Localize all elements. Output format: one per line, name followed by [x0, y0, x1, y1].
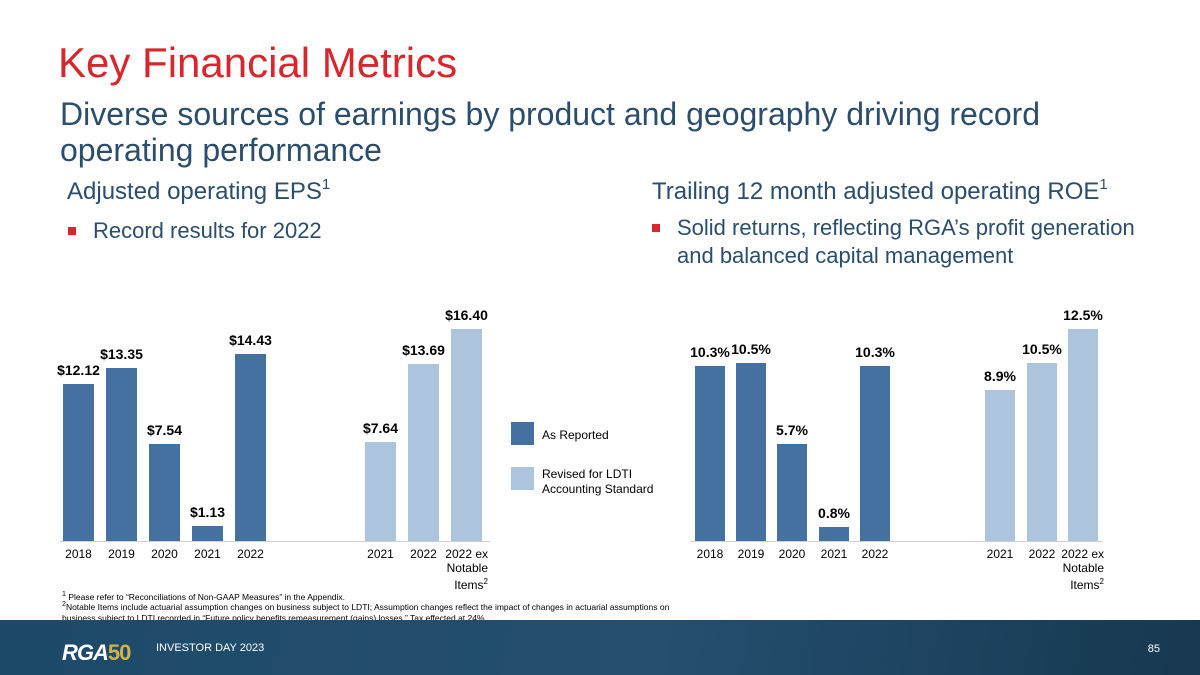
data-label: 12.5% [1063, 307, 1103, 323]
footnote-1: 1 Please refer to “Reconciliations of No… [62, 589, 345, 603]
data-label: 10.5% [1022, 340, 1062, 357]
footnote-number: 1 [62, 590, 66, 598]
data-label: 10.5% [731, 340, 771, 357]
category-label: 2021 [194, 547, 221, 561]
footnote-number: 2 [62, 600, 66, 608]
category-label: 2020 [778, 547, 806, 561]
category-label: 2021 [820, 547, 848, 561]
bullet-square-icon [652, 224, 660, 232]
legend-swatch-as-reported [511, 422, 534, 445]
bar [451, 329, 482, 541]
category-label: 2020 [151, 547, 178, 561]
bar [365, 442, 396, 541]
footnote-ref: 2 [483, 577, 488, 586]
eps-bullet: Record results for 2022 [68, 217, 322, 245]
roe-heading: Trailing 12 month adjusted operating ROE… [652, 176, 1108, 206]
data-label: $1.13 [189, 504, 226, 521]
data-label: 0.8% [818, 505, 850, 522]
footnote-ref: 2 [1099, 577, 1104, 586]
rga-50-logo: RGA50 [62, 640, 132, 666]
bar [985, 390, 1015, 541]
legend-label-as-reported: As Reported [542, 428, 609, 442]
roe-bullet: Solid returns, reflecting RGA’s profit g… [652, 214, 1152, 270]
footnote-2: 2Notable Items include actuarial assumpt… [62, 599, 702, 624]
bar [192, 526, 223, 541]
footnote-ref: 1 [1099, 176, 1108, 193]
data-label: 10.3% [690, 344, 730, 361]
category-text: 2022 ex Notable Items [445, 547, 488, 592]
logo-50: 50 [107, 640, 132, 665]
bar [63, 384, 94, 541]
category-label: 2022 [410, 547, 437, 561]
category-label: 2021 [986, 547, 1014, 561]
category-label: 2018 [696, 547, 724, 561]
data-label: 10.3% [855, 344, 895, 361]
legend-swatch-revised [511, 467, 534, 490]
category-label: 2018 [65, 547, 92, 561]
category-label: 2019 [108, 547, 135, 561]
category-label: 2022 [1028, 547, 1056, 561]
x-axis [60, 541, 490, 542]
bar [819, 527, 849, 541]
data-label: $7.64 [362, 420, 399, 437]
footnote-text: Please refer to “Reconciliations of Non-… [68, 591, 346, 602]
eps-heading-text: Adjusted operating EPS [67, 178, 322, 205]
page-number: 85 [1147, 643, 1160, 655]
page-title: Key Financial Metrics [58, 39, 458, 86]
bar [695, 366, 725, 541]
x-axis [691, 541, 1103, 542]
roe-heading-text: Trailing 12 month adjusted operating ROE [652, 178, 1100, 205]
eps-heading: Adjusted operating EPS1 [67, 176, 331, 206]
roe-chart: 10.3% 2018 10.5% 2019 5.7% 2020 0.8% 2021 10.3% 2… [690, 307, 1104, 592]
page-subtitle: Diverse sources of earnings by product a… [60, 96, 1041, 168]
category-label: 2021 [367, 547, 394, 561]
data-label: 8.9% [984, 368, 1016, 385]
bar [235, 354, 266, 541]
data-label: 5.7% [776, 422, 808, 439]
data-label: $13.69 [402, 342, 445, 359]
bar [106, 368, 137, 541]
data-label: $12.12 [57, 362, 100, 379]
bar [860, 366, 890, 541]
bar [149, 443, 180, 541]
bar [1068, 329, 1098, 541]
category-label: 2022 [237, 547, 264, 561]
footnote-text: Notable Items include actuarial assumpti… [62, 601, 670, 623]
data-label: $16.40 [445, 307, 488, 323]
bar [408, 364, 439, 541]
bar [1027, 362, 1057, 541]
logo-text: RGA [62, 640, 109, 665]
data-label: $14.43 [229, 332, 272, 349]
bar [736, 362, 766, 541]
data-label: $13.35 [100, 346, 143, 363]
bar [777, 444, 807, 541]
eps-bullet-text: Record results for 2022 [93, 218, 322, 243]
category-label: 2022 ex Notable Items2 [428, 547, 488, 592]
bullet-square-icon [68, 227, 76, 235]
category-label: 2022 ex Notable Items2 [1044, 547, 1104, 592]
category-label: 2019 [737, 547, 765, 561]
data-label: $7.54 [146, 421, 183, 438]
eps-chart: $12.12 2018 $13.35 2019 $7.54 2020 $1.13 2021 $1… [57, 307, 490, 592]
category-text: 2022 ex Notable Items [1061, 547, 1104, 592]
legend-label-revised: Revised for LDTI Accounting Standard [542, 467, 654, 496]
footnote-ref: 1 [321, 176, 331, 193]
roe-bullet-text: Solid returns, reflecting RGA’s profit g… [677, 215, 1135, 268]
footer-bar [0, 620, 1200, 675]
category-label: 2022 [861, 547, 889, 561]
event-name: INVESTOR DAY 2023 [156, 642, 265, 654]
